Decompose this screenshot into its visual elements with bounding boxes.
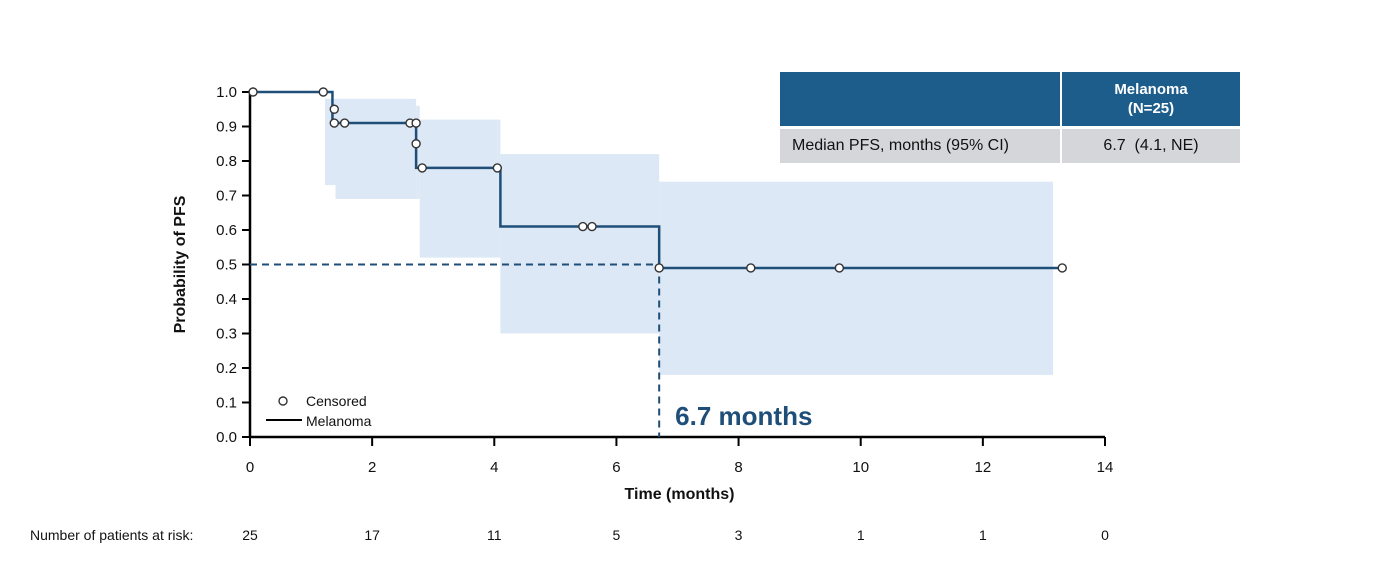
censor-marker bbox=[654, 263, 664, 273]
axes-group: 0.0 0.1 0.2 0.3 0.4 0.5 0.6 0.7 0.8 0.9 1.0 0 2 4 6 8 10… bbox=[172, 84, 1113, 503]
censor-marker bbox=[587, 221, 597, 232]
x-tick-label: 0 bbox=[246, 459, 254, 476]
censor-marker bbox=[329, 104, 339, 114]
legend-censored-label: Censored bbox=[306, 393, 367, 409]
ci-band-segment-3 bbox=[419, 119, 498, 258]
legend-melanoma-label: Melanoma bbox=[306, 413, 372, 429]
risk-count: 1 bbox=[857, 527, 865, 543]
median-annotation: 6.7 months bbox=[675, 401, 812, 431]
x-tick-label: 4 bbox=[490, 459, 498, 476]
censor-marker bbox=[492, 163, 503, 173]
summary-header-blank bbox=[780, 72, 1062, 128]
labels-group: 6.7 months Censored Melanoma Number of pati… bbox=[30, 393, 1109, 543]
x-tick-label: 10 bbox=[852, 459, 869, 476]
y-tick-label: 0.0 bbox=[216, 429, 237, 446]
censor-marker bbox=[318, 87, 328, 97]
risk-count: 25 bbox=[242, 527, 258, 543]
summary-header-line1: Melanoma bbox=[1114, 81, 1188, 98]
summary-header-line2: (N=25) bbox=[1127, 100, 1175, 117]
risk-count: 17 bbox=[364, 527, 380, 543]
ci-band-segment-6 bbox=[659, 181, 1054, 375]
median-lines-group bbox=[250, 263, 661, 437]
censor-marker bbox=[411, 139, 421, 149]
censor-marker bbox=[746, 263, 756, 273]
y-tick-label: 0.7 bbox=[216, 188, 237, 205]
y-tick-label: 1.0 bbox=[216, 84, 237, 101]
y-tick-label: 0.9 bbox=[216, 119, 237, 136]
censor-marker bbox=[329, 118, 339, 128]
ci-band-segment-1 bbox=[335, 98, 417, 199]
censor-marker bbox=[417, 163, 427, 173]
censor-marker bbox=[248, 87, 258, 97]
risk-count: 0 bbox=[1101, 527, 1109, 543]
y-tick-label: 0.1 bbox=[216, 395, 237, 412]
ci-band-segment-4 bbox=[497, 119, 501, 258]
y-tick-label: 0.4 bbox=[216, 291, 237, 308]
ci-band-segment-5 bbox=[500, 154, 660, 334]
x-tick-label: 12 bbox=[975, 459, 992, 476]
y-tick-label: 0.8 bbox=[216, 153, 237, 170]
x-tick-label: 14 bbox=[1097, 459, 1114, 476]
censor-markers-group bbox=[248, 87, 1067, 273]
confidence-band-group bbox=[325, 98, 1054, 375]
censor-marker bbox=[339, 118, 350, 128]
risk-count: 11 bbox=[487, 527, 502, 543]
legend-censored-icon bbox=[278, 396, 288, 406]
risk-table-label: Number of patients at risk: bbox=[30, 527, 193, 543]
summary-row-value: 6.7 (4.1, NE) bbox=[1061, 126, 1240, 163]
y-tick-label: 0.6 bbox=[216, 222, 237, 239]
summary-header-melanoma: Melanoma (N=25) bbox=[1061, 72, 1240, 128]
y-tick-label: 0.3 bbox=[216, 326, 237, 343]
y-tick-label: 0.5 bbox=[216, 257, 237, 274]
summary-row-label: Median PFS, months (95% CI) bbox=[780, 126, 1062, 163]
risk-count: 5 bbox=[613, 527, 621, 543]
censor-marker bbox=[411, 118, 421, 128]
risk-count: 3 bbox=[735, 527, 743, 543]
ci-band-segment-2 bbox=[416, 105, 420, 199]
censor-marker bbox=[1057, 263, 1067, 273]
censor-marker bbox=[834, 263, 845, 273]
y-axis-title: Probability of PFS bbox=[172, 195, 189, 333]
y-tick-label: 0.2 bbox=[216, 360, 237, 377]
censor-marker bbox=[578, 221, 588, 232]
risk-count: 1 bbox=[979, 527, 987, 543]
x-tick-label: 6 bbox=[612, 459, 620, 476]
summary-table: Melanoma (N=25) Median PFS, months (95% … bbox=[780, 72, 1240, 163]
x-axis-title: Time (months) bbox=[625, 486, 735, 503]
x-tick-label: 2 bbox=[368, 459, 376, 476]
x-tick-label: 8 bbox=[734, 459, 742, 476]
